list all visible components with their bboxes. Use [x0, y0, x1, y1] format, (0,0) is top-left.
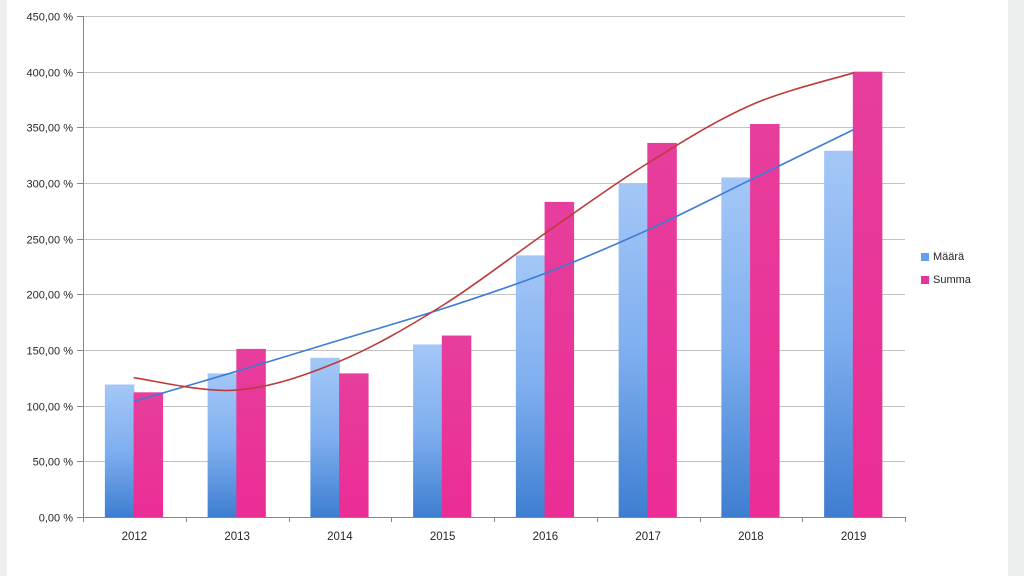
right-margin — [1008, 0, 1024, 576]
summa-swatch-icon — [921, 276, 929, 284]
bar-maara-2014[interactable] — [310, 357, 340, 517]
legend-label-maara: Määrä — [933, 251, 965, 263]
bar-summa-2013[interactable] — [236, 348, 266, 517]
maara-trendline[interactable] — [133, 128, 855, 403]
bar-summa-2016[interactable] — [544, 201, 575, 517]
x-axis-label-2018: 2018 — [738, 531, 764, 543]
bar-maara-2019[interactable] — [824, 150, 854, 518]
y-axis-label: 450,00 % — [27, 12, 74, 24]
x-axis-label-2017: 2017 — [635, 531, 661, 543]
bar-summa-2015[interactable] — [441, 335, 472, 517]
y-axis-label: 0,00 % — [39, 513, 73, 525]
bar-summa-2012[interactable] — [133, 392, 164, 517]
bar-maara-2018[interactable] — [721, 177, 751, 517]
bar-summa-2017[interactable] — [647, 142, 677, 518]
y-axis-label: 50,00 % — [33, 457, 74, 469]
y-axis-label: 100,00 % — [27, 402, 74, 414]
y-axis-label: 350,00 % — [27, 123, 74, 135]
bar-maara-2017[interactable] — [618, 183, 649, 517]
x-axis-label-2019: 2019 — [841, 531, 867, 543]
bar-summa-2014[interactable] — [339, 373, 369, 517]
x-axis-label-2015: 2015 — [430, 531, 456, 543]
x-axis-label-2013: 2013 — [224, 531, 250, 543]
y-axis-label: 250,00 % — [27, 235, 74, 247]
y-axis-label: 150,00 % — [27, 346, 74, 358]
left-margin — [0, 0, 7, 576]
bar-summa-2019[interactable] — [852, 71, 883, 518]
maara-swatch-icon — [921, 253, 929, 261]
legend-label-summa: Summa — [933, 274, 971, 286]
bar-maara-2016[interactable] — [515, 255, 546, 517]
chart-legend: Määrä Summa — [921, 251, 971, 286]
legend-item-summa[interactable]: Summa — [921, 274, 971, 286]
bar-maara-2012[interactable] — [104, 384, 135, 517]
x-axis-label-2016: 2016 — [533, 531, 559, 543]
y-axis-label: 300,00 % — [27, 179, 74, 191]
x-axis-label-2012: 2012 — [122, 531, 148, 543]
bar-summa-2018[interactable] — [750, 123, 780, 517]
bar-maara-2015[interactable] — [413, 344, 443, 517]
y-axis-label: 200,00 % — [27, 290, 74, 302]
y-axis-label: 400,00 % — [27, 68, 74, 80]
summa-trendline[interactable] — [133, 72, 855, 392]
legend-item-maara[interactable]: Määrä — [921, 251, 971, 263]
bar-maara-2013[interactable] — [207, 373, 238, 517]
x-axis-label-2014: 2014 — [327, 531, 353, 543]
